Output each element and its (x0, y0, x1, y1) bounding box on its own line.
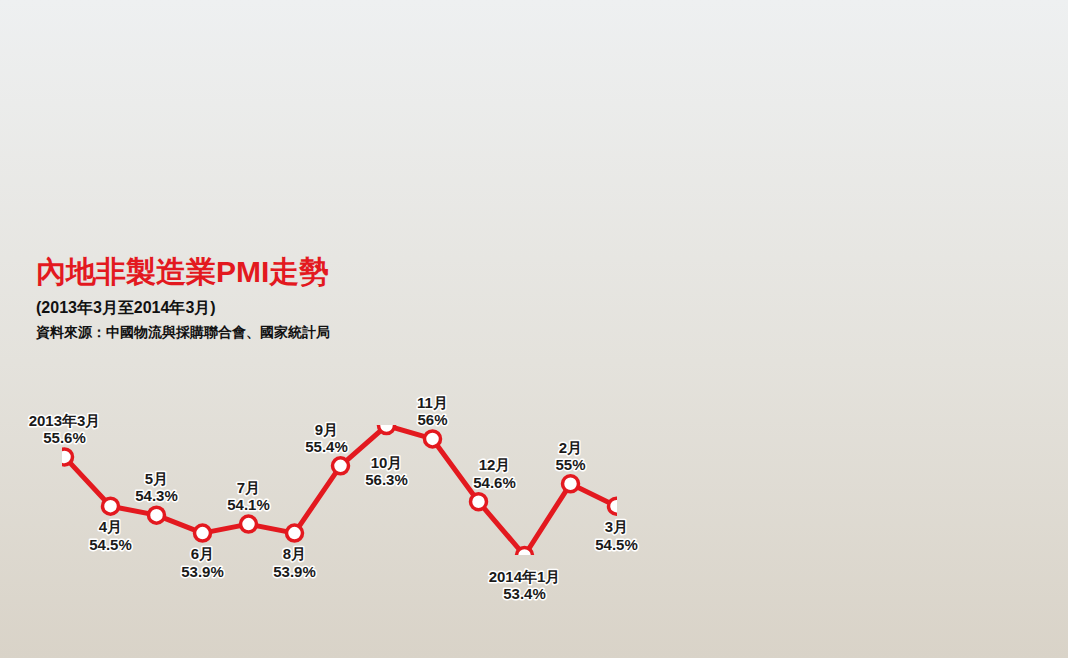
svg-text:8月53.9%: 8月53.9% (273, 545, 316, 579)
svg-text:3月54.5%: 3月54.5% (595, 518, 638, 552)
svg-text:5月54.3%: 5月54.3% (135, 470, 178, 504)
svg-text:6月53.9%: 6月53.9% (181, 545, 224, 579)
svg-text:4月54.5%: 4月54.5% (89, 518, 132, 552)
html-text:(2013年3月至2014年3月): (2013年3月至2014年3月) (36, 299, 216, 316)
svg-text:11月56%: 11月56% (417, 394, 448, 428)
svg-text:10月56.3%: 10月56.3% (365, 454, 408, 488)
svg-text:7月54.1%: 7月54.1% (227, 479, 270, 513)
svg-text:2014年1月53.4%: 2014年1月53.4% (489, 568, 561, 602)
svg-text:2013年3月55.6%: 2013年3月55.6% (29, 412, 101, 446)
svg-text:9月55.4%: 9月55.4% (305, 421, 348, 455)
svg-text:12月54.6%: 12月54.6% (473, 456, 516, 490)
html-text:資料來源：中國物流與採購聯合會、國家統計局: 資料來源：中國物流與採購聯合會、國家統計局 (36, 324, 330, 340)
svg-text:2月55%: 2月55% (555, 439, 585, 473)
html-text:內地非製造業PMI走勢: 內地非製造業PMI走勢 (36, 255, 330, 288)
